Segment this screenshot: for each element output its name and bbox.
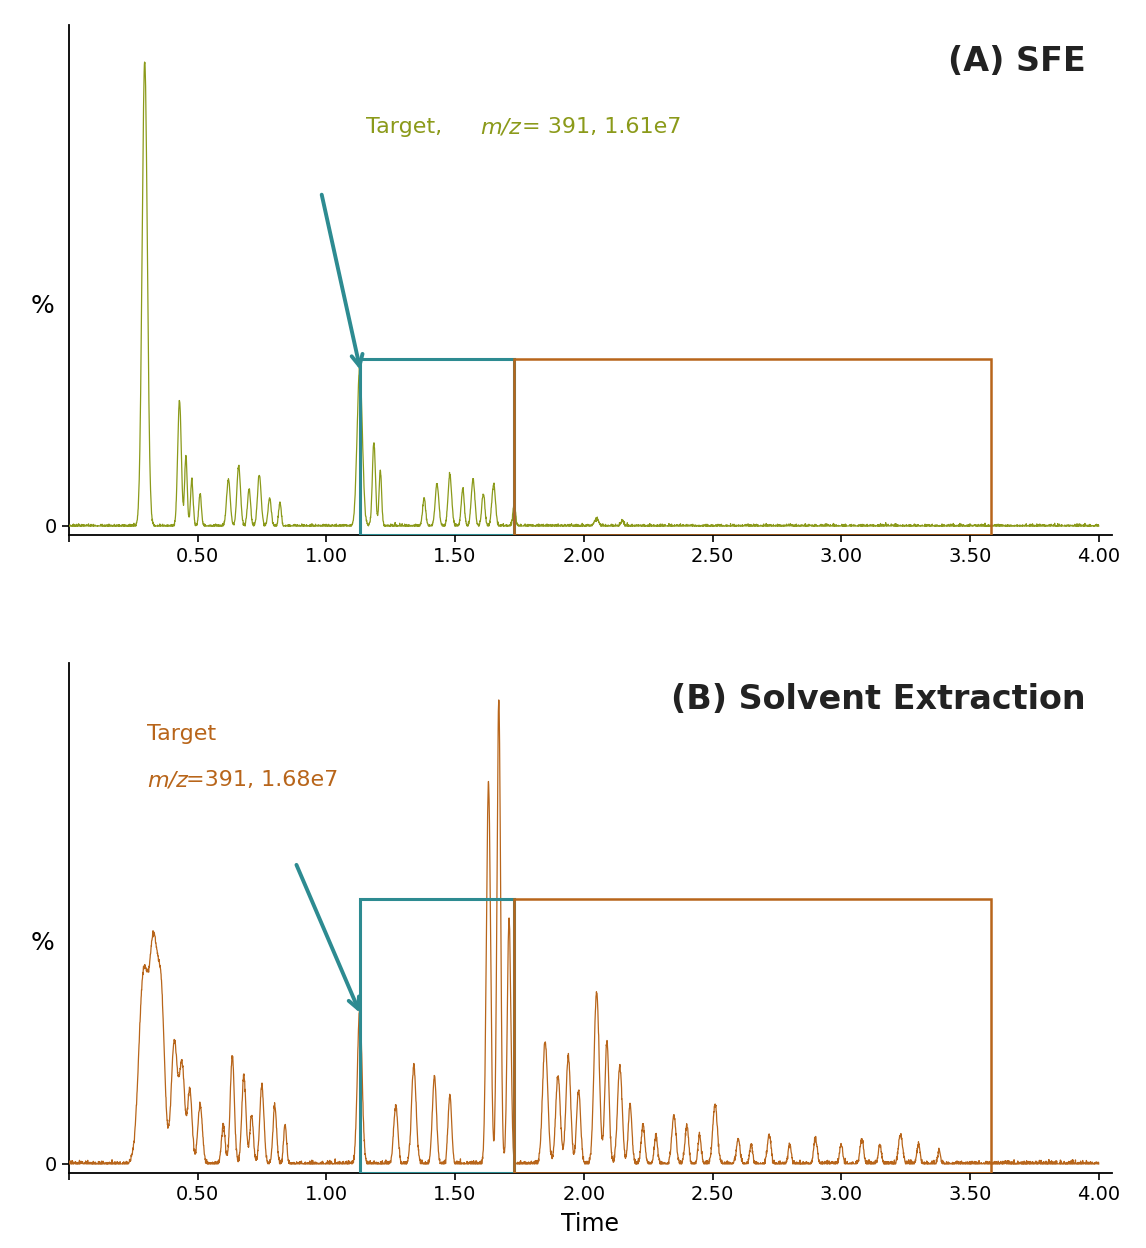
Text: =391, 1.68e7: =391, 1.68e7 — [186, 770, 338, 790]
Y-axis label: %: % — [31, 293, 55, 318]
Text: Target: Target — [147, 725, 217, 745]
Text: m/z: m/z — [480, 117, 521, 137]
Text: = 391, 1.61e7: = 391, 1.61e7 — [523, 117, 682, 137]
Text: m/z: m/z — [147, 770, 188, 790]
Text: (A) SFE: (A) SFE — [948, 45, 1085, 79]
X-axis label: Time: Time — [562, 1212, 619, 1237]
Text: (B) Solvent Extraction: (B) Solvent Extraction — [670, 683, 1085, 716]
Text: Target,: Target, — [366, 117, 456, 137]
Y-axis label: %: % — [31, 931, 55, 956]
